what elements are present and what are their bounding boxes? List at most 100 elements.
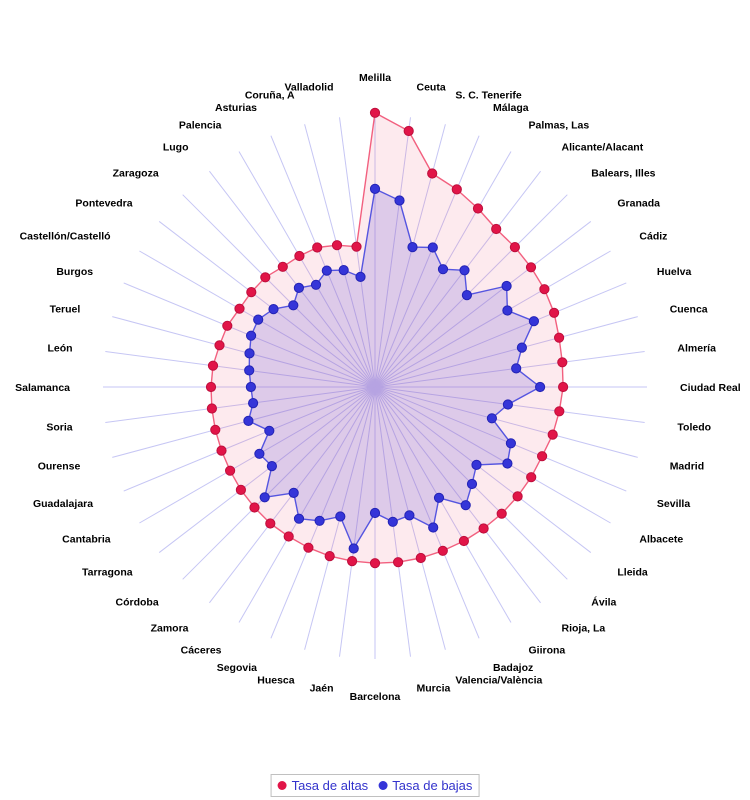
point-altas-37[interactable] <box>207 360 219 371</box>
point-altas-16[interactable] <box>526 472 537 483</box>
point-altas-4[interactable] <box>472 203 484 214</box>
point-altas-22[interactable] <box>415 552 426 564</box>
point-altas-40[interactable] <box>234 303 245 314</box>
point-bajas-5[interactable] <box>459 265 470 276</box>
point-bajas-11[interactable] <box>511 363 522 374</box>
point-bajas-13[interactable] <box>502 399 513 410</box>
point-bajas-20[interactable] <box>433 492 445 503</box>
point-bajas-10[interactable] <box>516 342 528 353</box>
point-bajas-38[interactable] <box>244 348 255 359</box>
point-bajas-27[interactable] <box>314 515 325 526</box>
point-bajas-32[interactable] <box>254 448 265 459</box>
point-bajas-4[interactable] <box>437 264 449 275</box>
point-bajas-47[interactable] <box>355 271 366 282</box>
legend-item-altas[interactable]: Tasa de altas <box>277 778 368 793</box>
point-bajas-7[interactable] <box>501 280 512 292</box>
point-altas-43[interactable] <box>277 261 288 272</box>
point-bajas-18[interactable] <box>466 478 478 490</box>
point-bajas-0[interactable] <box>369 183 381 194</box>
point-altas-36[interactable] <box>205 381 217 393</box>
point-bajas-1[interactable] <box>394 195 405 206</box>
point-altas-11[interactable] <box>557 357 568 368</box>
point-altas-13[interactable] <box>554 406 565 417</box>
point-bajas-42[interactable] <box>288 300 299 311</box>
point-altas-25[interactable] <box>347 556 358 567</box>
point-bajas-46[interactable] <box>338 265 349 276</box>
point-bajas-37[interactable] <box>244 365 255 376</box>
point-bajas-36[interactable] <box>245 381 256 393</box>
point-altas-3[interactable] <box>451 184 462 195</box>
point-altas-0[interactable] <box>369 107 381 118</box>
point-altas-19[interactable] <box>478 523 489 534</box>
point-altas-1[interactable] <box>403 125 414 137</box>
point-bajas-28[interactable] <box>293 513 305 524</box>
point-bajas-16[interactable] <box>502 458 513 469</box>
legend-item-bajas[interactable]: Tasa de bajas <box>378 778 472 793</box>
point-altas-42[interactable] <box>260 272 271 283</box>
point-altas-38[interactable] <box>214 340 225 351</box>
point-bajas-17[interactable] <box>471 459 482 470</box>
point-bajas-15[interactable] <box>505 438 516 449</box>
point-altas-30[interactable] <box>249 502 260 513</box>
point-altas-17[interactable] <box>512 491 523 502</box>
point-bajas-3[interactable] <box>427 242 438 253</box>
point-bajas-45[interactable] <box>321 265 332 276</box>
point-altas-24[interactable] <box>369 558 381 569</box>
point-altas-12[interactable] <box>558 381 569 393</box>
point-altas-21[interactable] <box>437 545 448 556</box>
point-bajas-24[interactable] <box>369 507 381 519</box>
point-altas-28[interactable] <box>283 531 294 542</box>
point-altas-14[interactable] <box>547 429 558 440</box>
point-altas-10[interactable] <box>554 332 565 343</box>
point-bajas-12[interactable] <box>535 381 546 393</box>
point-bajas-19[interactable] <box>460 500 471 511</box>
point-bajas-29[interactable] <box>288 487 299 498</box>
point-bajas-9[interactable] <box>528 316 540 327</box>
point-altas-32[interactable] <box>225 465 236 476</box>
point-altas-26[interactable] <box>324 551 335 562</box>
point-altas-47[interactable] <box>351 241 362 252</box>
point-bajas-34[interactable] <box>243 415 254 426</box>
point-bajas-33[interactable] <box>264 425 275 436</box>
point-altas-20[interactable] <box>458 535 469 547</box>
point-altas-18[interactable] <box>496 508 507 519</box>
point-altas-44[interactable] <box>294 250 305 262</box>
point-altas-34[interactable] <box>210 424 221 435</box>
point-bajas-8[interactable] <box>502 305 513 316</box>
point-altas-6[interactable] <box>509 242 521 253</box>
point-altas-45[interactable] <box>312 242 323 253</box>
point-altas-5[interactable] <box>491 223 502 235</box>
point-altas-7[interactable] <box>525 262 537 273</box>
point-altas-46[interactable] <box>331 240 343 251</box>
point-altas-29[interactable] <box>265 518 276 529</box>
point-altas-2[interactable] <box>427 168 438 179</box>
point-bajas-6[interactable] <box>461 290 472 301</box>
point-bajas-43[interactable] <box>293 282 304 293</box>
point-bajas-2[interactable] <box>407 242 418 253</box>
point-bajas-31[interactable] <box>266 461 277 472</box>
point-bajas-35[interactable] <box>248 398 259 409</box>
point-altas-31[interactable] <box>235 484 246 495</box>
point-altas-41[interactable] <box>246 287 257 298</box>
point-bajas-39[interactable] <box>246 330 257 341</box>
axis-label-0: Melilla <box>359 72 391 84</box>
point-altas-23[interactable] <box>393 557 404 568</box>
point-bajas-14[interactable] <box>486 413 497 424</box>
point-bajas-44[interactable] <box>310 279 322 290</box>
point-altas-8[interactable] <box>539 284 550 295</box>
point-altas-15[interactable] <box>537 451 548 462</box>
point-altas-27[interactable] <box>303 542 314 553</box>
point-bajas-23[interactable] <box>387 516 398 527</box>
point-bajas-25[interactable] <box>348 543 359 554</box>
point-altas-35[interactable] <box>206 403 217 414</box>
point-altas-33[interactable] <box>216 445 227 456</box>
point-bajas-41[interactable] <box>268 304 279 315</box>
point-bajas-22[interactable] <box>404 510 415 521</box>
point-bajas-26[interactable] <box>335 511 346 522</box>
point-bajas-30[interactable] <box>259 492 270 503</box>
point-bajas-40[interactable] <box>253 314 264 325</box>
point-altas-39[interactable] <box>222 320 233 331</box>
point-bajas-21[interactable] <box>428 522 439 533</box>
axis-label-34: Ourense <box>38 460 81 472</box>
point-altas-9[interactable] <box>549 307 560 318</box>
